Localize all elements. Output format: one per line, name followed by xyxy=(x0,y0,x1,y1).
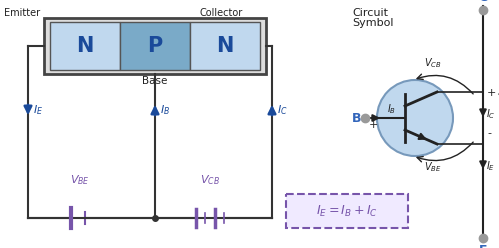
Text: Base: Base xyxy=(142,76,168,86)
Text: $V_{BE}$: $V_{BE}$ xyxy=(70,173,90,187)
Bar xyxy=(44,18,266,74)
Text: +: + xyxy=(487,88,497,98)
Text: E: E xyxy=(479,244,487,248)
Text: N: N xyxy=(216,36,234,56)
Text: $V_{CB}$: $V_{CB}$ xyxy=(200,173,220,187)
Text: $I_E = I_B + I_C$: $I_E = I_B + I_C$ xyxy=(316,203,378,218)
Text: $V_{CB}$: $V_{CB}$ xyxy=(424,56,442,70)
Text: B: B xyxy=(351,112,361,124)
Bar xyxy=(120,22,190,70)
Text: Emitter: Emitter xyxy=(4,8,40,18)
Circle shape xyxy=(377,80,453,156)
Bar xyxy=(190,22,260,70)
Text: -: - xyxy=(487,128,491,138)
Bar xyxy=(50,22,120,70)
Text: P: P xyxy=(147,36,163,56)
Text: Circuit: Circuit xyxy=(352,8,388,18)
FancyBboxPatch shape xyxy=(286,194,408,228)
Text: $I_B$: $I_B$ xyxy=(160,103,170,117)
Text: $I_C$: $I_C$ xyxy=(486,107,496,121)
Text: $I_B$: $I_B$ xyxy=(387,102,396,116)
Text: N: N xyxy=(76,36,94,56)
Text: Collector: Collector xyxy=(200,8,243,18)
Text: Symbol: Symbol xyxy=(352,18,394,28)
Text: +: + xyxy=(369,120,378,130)
Text: C: C xyxy=(479,0,488,4)
Text: $I_C$: $I_C$ xyxy=(277,103,287,117)
Text: $V_{BE}$: $V_{BE}$ xyxy=(424,160,442,174)
Text: $I_E$: $I_E$ xyxy=(486,159,495,173)
Text: $I_E$: $I_E$ xyxy=(33,103,43,117)
